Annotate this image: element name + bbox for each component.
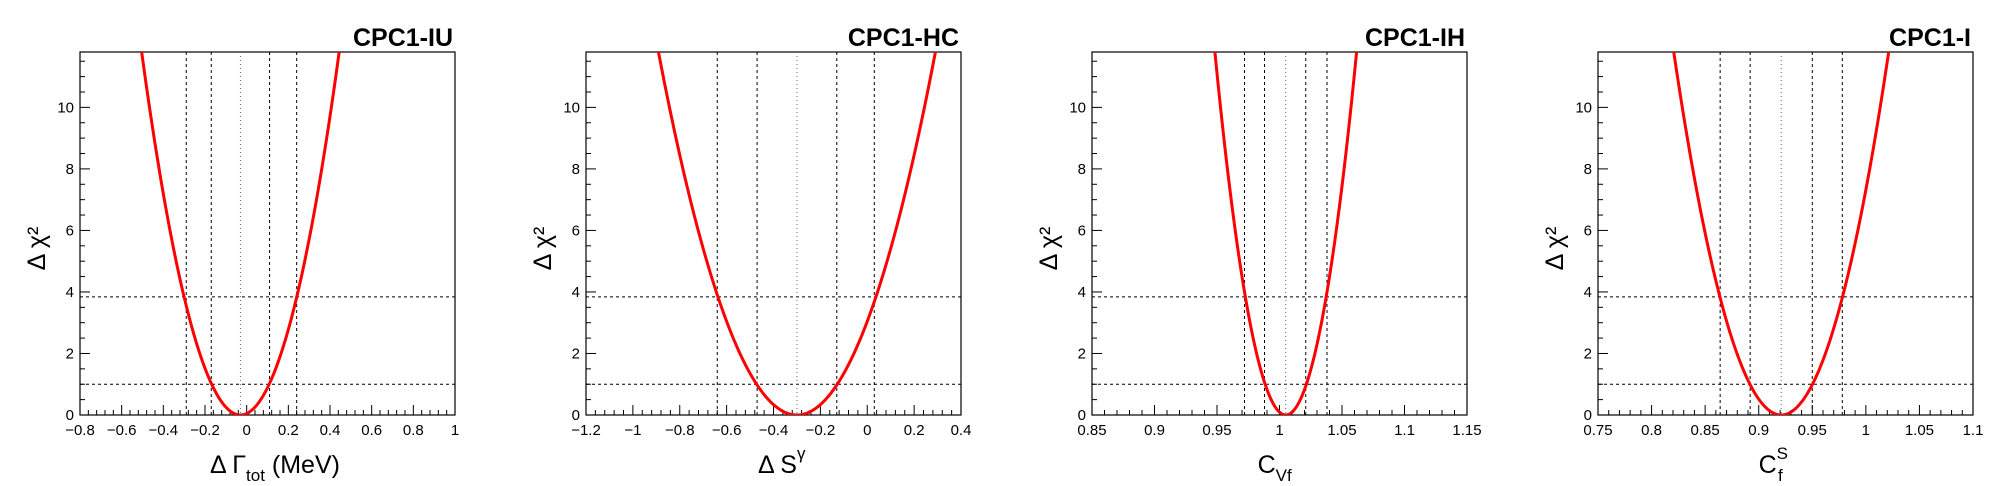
panel-title: CPC1-HC (848, 24, 959, 52)
x-tick-label: 0 (242, 422, 250, 439)
y-tick-label: 8 (1584, 161, 1592, 178)
delta-chi2-curve (1213, 52, 1359, 415)
x-axis-label: Δ Γtot (MeV) (210, 451, 340, 485)
x-tick-label: −0.8 (665, 422, 695, 439)
y-tick-label: 10 (1575, 99, 1592, 116)
y-axis-label: Δ χ² (23, 227, 51, 271)
x-axis-label: CVf (1258, 451, 1292, 485)
x-tick-label: 1.05 (1905, 422, 1934, 439)
x-axis-label-prefix: Δ (758, 451, 780, 479)
x-axis-label-main: S (780, 451, 797, 479)
x-tick-label: 0.6 (361, 422, 382, 439)
y-tick-label: 6 (1078, 222, 1086, 239)
y-tick-label: 8 (572, 161, 580, 178)
y-tick-label: 10 (57, 99, 74, 116)
x-tick-label: 0.95 (1798, 422, 1827, 439)
x-tick-label: 1 (1862, 422, 1870, 439)
y-tick-label: 0 (66, 407, 74, 424)
plot-frame (1091, 51, 1468, 416)
x-tick-label: 0.95 (1202, 422, 1231, 439)
x-tick-label: 1.1 (1963, 422, 1984, 439)
y-tick-label: 8 (66, 161, 74, 178)
x-axis-label-main: Γ (232, 451, 246, 479)
y-tick-label: 0 (1584, 407, 1592, 424)
y-tick-label: 4 (572, 284, 580, 301)
x-tick-label: 0.2 (904, 422, 925, 439)
y-axis-label: Δ χ² (1541, 227, 1569, 271)
x-axis-label-sub: tot (246, 466, 265, 485)
x-tick-label: 0.75 (1583, 422, 1612, 439)
y-tick-label: 10 (1069, 99, 1086, 116)
y-axis-label: Δ χ² (1035, 227, 1063, 271)
x-tick-label: −0.4 (759, 422, 789, 439)
x-tick-label: 0.85 (1691, 422, 1720, 439)
chart-panel-2: −1.2 −1 −0.8 −0.6 −0.4 −0.2 0 0.2 0.4 0 2 4 6 8 10 CPC1… (529, 24, 972, 479)
delta-chi2-curve (140, 52, 341, 415)
y-tick-label: 2 (1078, 345, 1086, 362)
x-tick-label: 0.2 (278, 422, 299, 439)
y-tick-label: 4 (66, 284, 74, 301)
y-tick-label: 6 (66, 222, 74, 239)
y-tick-label: 6 (572, 222, 580, 239)
x-tick-label: −0.4 (149, 422, 179, 439)
x-axis-label-main: C (1258, 451, 1276, 479)
x-tick-label: 1.1 (1394, 422, 1415, 439)
x-tick-label: 0.8 (1641, 422, 1662, 439)
x-axis-label: CS f (1759, 444, 1788, 485)
x-tick-label: 0.85 (1077, 422, 1106, 439)
x-tick-label: 0.4 (951, 422, 972, 439)
y-axis-label: Δ χ² (529, 227, 557, 271)
y-tick-label: 10 (563, 99, 580, 116)
x-tick-label: −1 (624, 422, 641, 439)
chart-panel-1: −0.8 −0.6 −0.4 −0.2 0 0.2 0.4 0.6 0.8 10246810CPC… (23, 24, 459, 485)
x-tick-label: −0.2 (190, 422, 220, 439)
x-axis-label: Δ Sγ (758, 444, 806, 479)
x-axis-label-suffix: (MeV) (265, 451, 340, 479)
y-tick-label: 4 (1078, 284, 1086, 301)
y-tick-label: 0 (1078, 407, 1086, 424)
y-tick-label: 2 (1584, 345, 1592, 362)
plot-frame (1597, 51, 1974, 416)
y-tick-label: 4 (1584, 284, 1592, 301)
delta-chi2-curve (656, 52, 937, 415)
x-tick-label: 1 (451, 422, 459, 439)
x-tick-label: 0 (863, 422, 871, 439)
y-tick-label: 0 (572, 407, 580, 424)
chart-panel-4: 0.75 0.8 0.85 0.9 0.95 1 1.05 1.1 0 2 4 6 8 10 CPC1-I Δ… (1541, 24, 1984, 485)
x-axis-label-sup: S (1777, 444, 1788, 463)
x-tick-label: −0.6 (712, 422, 742, 439)
plot-frame (585, 51, 962, 416)
y-tick-label: 8 (1078, 161, 1086, 178)
y-tick-label: 6 (1584, 222, 1592, 239)
x-tick-label: −0.6 (107, 422, 137, 439)
x-tick-label: 0.9 (1748, 422, 1769, 439)
y-tick-label: 2 (66, 345, 74, 362)
x-axis-label-main: C (1759, 451, 1777, 479)
x-tick-label: 0.8 (403, 422, 424, 439)
x-axis-label-sub: f (1778, 466, 1783, 485)
x-tick-label: −1.2 (571, 422, 601, 439)
x-tick-label: 0.9 (1144, 422, 1165, 439)
y-tick-label: 2 (572, 345, 580, 362)
x-tick-label: 1.15 (1452, 422, 1481, 439)
x-tick-label: −0.8 (65, 422, 95, 439)
x-axis-label-sub: Vf (1276, 466, 1292, 485)
panel-title: CPC1-I (1889, 24, 1971, 52)
x-axis-label-sup: γ (797, 444, 806, 463)
x-tick-label: 0.4 (320, 422, 341, 439)
plot-frame (79, 51, 456, 416)
delta-chi2-curve (1672, 52, 1891, 415)
panel-title: CPC1-IU (353, 24, 453, 52)
x-tick-label: −0.2 (806, 422, 836, 439)
x-tick-label: 1 (1275, 422, 1283, 439)
x-tick-label: 1.05 (1327, 422, 1356, 439)
panel-title: CPC1-IH (1365, 24, 1465, 52)
x-axis-label-prefix: Δ (210, 451, 232, 479)
chart-panel-3: 0.85 0.9 0.95 1 1.05 1.1 1.15 0 2 4 6 8 10 CPC1-IH Δ χ… (1035, 24, 1482, 485)
